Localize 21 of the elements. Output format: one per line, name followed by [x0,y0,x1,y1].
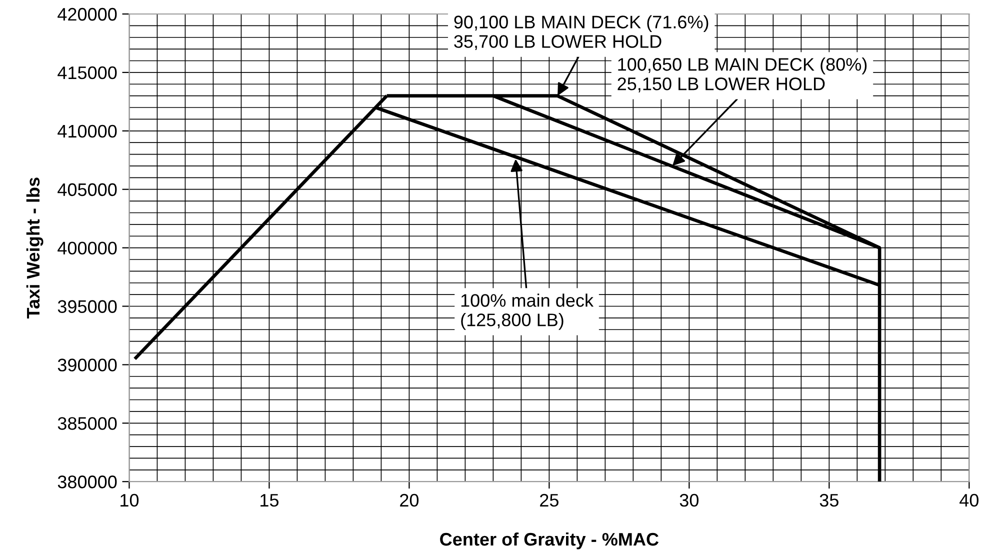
y-tick-label: 415000 [58,66,117,80]
x-tick-label: 15 [260,494,278,507]
y-tick-label: 400000 [58,242,117,255]
y-tick-label: 380000 [58,476,117,488]
y-axis-title: Taxi Weight - lbs [26,178,44,318]
annotation: 100,650 LB MAIN DECK (80%) 25,150 LB LOWER HOLD [618,58,867,92]
x-tick-label: 20 [400,494,419,507]
annotation: 90,100 LB MAIN DECK (71.6%) 35,700 LB LOWER HOLD [454,15,708,50]
x-tick-label: 10 [120,494,139,507]
y-tick-label: 385000 [58,417,117,430]
x-tick-label: 40 [960,494,978,507]
y-tick-label: 410000 [58,124,117,138]
x-tick-label: 35 [820,494,838,507]
y-tick-label: 395000 [58,300,117,313]
x-axis-title: Center of Gravity - %MAC [440,532,659,550]
x-tick-label: 25 [540,494,558,507]
y-tick-label: 420000 [58,8,117,21]
annotation: 100% main deck (125,800 LB) [461,294,594,330]
x-tick-label: 30 [680,494,699,507]
y-tick-label: 405000 [58,183,117,196]
y-tick-label: 390000 [58,358,117,372]
